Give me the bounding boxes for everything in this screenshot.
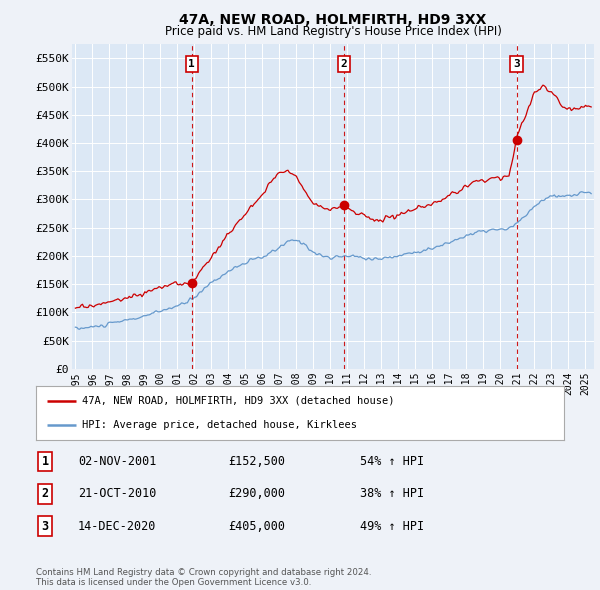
Text: 47A, NEW ROAD, HOLMFIRTH, HD9 3XX: 47A, NEW ROAD, HOLMFIRTH, HD9 3XX: [179, 13, 487, 27]
Text: 49% ↑ HPI: 49% ↑ HPI: [360, 520, 424, 533]
Text: 2: 2: [341, 59, 347, 69]
Text: £290,000: £290,000: [228, 487, 285, 500]
Text: Contains HM Land Registry data © Crown copyright and database right 2024.
This d: Contains HM Land Registry data © Crown c…: [36, 568, 371, 587]
Text: 02-NOV-2001: 02-NOV-2001: [78, 455, 157, 468]
Text: £405,000: £405,000: [228, 520, 285, 533]
Text: Price paid vs. HM Land Registry's House Price Index (HPI): Price paid vs. HM Land Registry's House …: [164, 25, 502, 38]
Text: HPI: Average price, detached house, Kirklees: HPI: Average price, detached house, Kirk…: [82, 420, 358, 430]
Text: 2: 2: [41, 487, 49, 500]
Text: 38% ↑ HPI: 38% ↑ HPI: [360, 487, 424, 500]
Text: 47A, NEW ROAD, HOLMFIRTH, HD9 3XX (detached house): 47A, NEW ROAD, HOLMFIRTH, HD9 3XX (detac…: [82, 396, 395, 406]
Text: 1: 1: [188, 59, 195, 69]
Text: 14-DEC-2020: 14-DEC-2020: [78, 520, 157, 533]
Text: 3: 3: [41, 520, 49, 533]
Text: 1: 1: [41, 455, 49, 468]
Text: 21-OCT-2010: 21-OCT-2010: [78, 487, 157, 500]
Text: £152,500: £152,500: [228, 455, 285, 468]
Text: 54% ↑ HPI: 54% ↑ HPI: [360, 455, 424, 468]
Text: 3: 3: [513, 59, 520, 69]
